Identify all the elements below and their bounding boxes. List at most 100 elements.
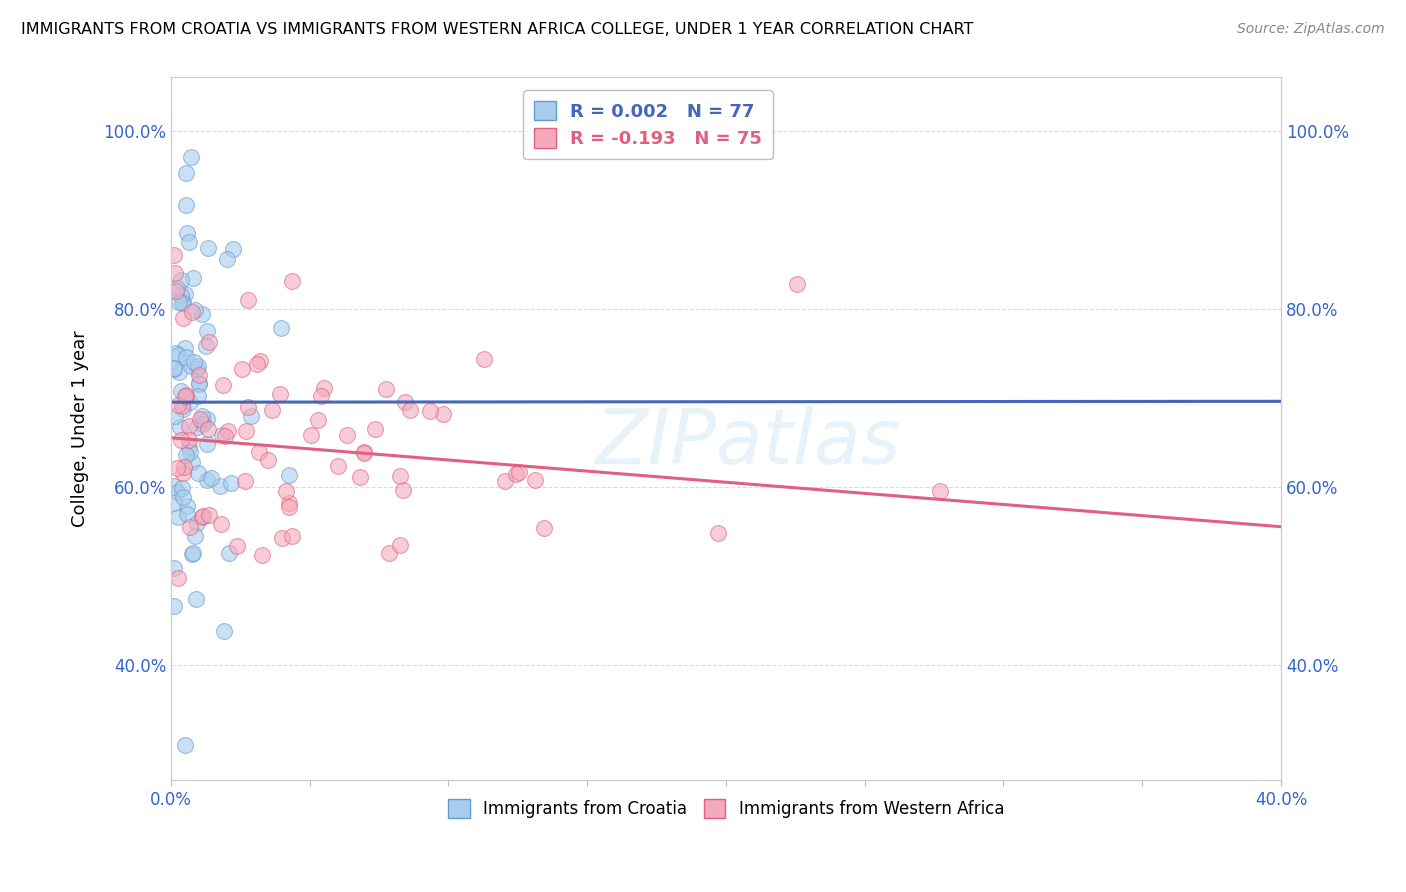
Point — [247, 444, 270, 458]
Point — [188, 412, 211, 426]
Point — [174, 388, 197, 402]
Point — [929, 483, 952, 498]
Point — [235, 424, 257, 438]
Point — [197, 241, 219, 255]
Point — [183, 528, 205, 542]
Point — [240, 409, 263, 424]
Point — [307, 413, 329, 427]
Point — [163, 495, 186, 509]
Point — [179, 440, 201, 454]
Text: Source: ZipAtlas.com: Source: ZipAtlas.com — [1237, 22, 1385, 37]
Point — [277, 468, 299, 483]
Point — [186, 420, 208, 434]
Point — [212, 378, 235, 392]
Point — [183, 355, 205, 369]
Point — [166, 484, 188, 499]
Point — [174, 350, 197, 364]
Point — [335, 428, 357, 442]
Point — [181, 548, 204, 562]
Point — [270, 321, 292, 335]
Point — [174, 389, 197, 403]
Point — [169, 420, 191, 434]
Point — [219, 476, 242, 491]
Point — [172, 490, 194, 504]
Point — [432, 407, 454, 421]
Point — [378, 546, 401, 560]
Text: ZIPatlas: ZIPatlas — [596, 406, 901, 480]
Point — [177, 419, 200, 434]
Point — [249, 354, 271, 368]
Point — [163, 599, 186, 613]
Point — [165, 266, 187, 280]
Point — [163, 361, 186, 376]
Point — [195, 412, 218, 426]
Point — [167, 365, 190, 379]
Point — [181, 271, 204, 285]
Point — [278, 500, 301, 514]
Point — [226, 539, 249, 553]
Point — [472, 352, 495, 367]
Point — [181, 455, 204, 469]
Point — [180, 359, 202, 374]
Point — [191, 509, 214, 524]
Point — [233, 475, 256, 489]
Point — [231, 361, 253, 376]
Point — [173, 460, 195, 475]
Point — [170, 384, 193, 398]
Point — [197, 422, 219, 436]
Point — [217, 424, 239, 438]
Point — [494, 475, 516, 489]
Point — [236, 293, 259, 308]
Point — [394, 394, 416, 409]
Point — [212, 624, 235, 639]
Point — [186, 362, 208, 376]
Point — [214, 429, 236, 443]
Point — [191, 415, 214, 429]
Point — [349, 469, 371, 483]
Point — [246, 357, 269, 371]
Point — [180, 305, 202, 319]
Point — [399, 403, 422, 417]
Point — [197, 508, 219, 522]
Point — [508, 465, 530, 479]
Point — [187, 376, 209, 390]
Point — [187, 467, 209, 481]
Point — [271, 531, 294, 545]
Point — [200, 471, 222, 485]
Point — [388, 468, 411, 483]
Point — [191, 409, 214, 424]
Point — [176, 226, 198, 240]
Point — [167, 348, 190, 362]
Point — [215, 252, 238, 267]
Point — [163, 248, 186, 262]
Point — [176, 507, 198, 521]
Point — [191, 510, 214, 524]
Point — [172, 294, 194, 309]
Point — [169, 273, 191, 287]
Point — [195, 473, 218, 487]
Point — [174, 341, 197, 355]
Point — [388, 537, 411, 551]
Point — [707, 526, 730, 541]
Point — [353, 446, 375, 460]
Point — [250, 548, 273, 562]
Point — [167, 294, 190, 309]
Point — [179, 394, 201, 409]
Point — [174, 390, 197, 404]
Point — [163, 409, 186, 424]
Point — [391, 483, 413, 497]
Point — [166, 461, 188, 475]
Point — [505, 467, 527, 482]
Point — [169, 433, 191, 447]
Point — [187, 368, 209, 382]
Point — [181, 546, 204, 560]
Point — [176, 166, 198, 180]
Text: IMMIGRANTS FROM CROATIA VS IMMIGRANTS FROM WESTERN AFRICA COLLEGE, UNDER 1 YEAR : IMMIGRANTS FROM CROATIA VS IMMIGRANTS FR… — [21, 22, 973, 37]
Point — [166, 281, 188, 295]
Point — [180, 150, 202, 164]
Point — [256, 453, 278, 467]
Point — [524, 473, 547, 487]
Point — [281, 274, 304, 288]
Point — [278, 496, 301, 510]
Point — [190, 307, 212, 321]
